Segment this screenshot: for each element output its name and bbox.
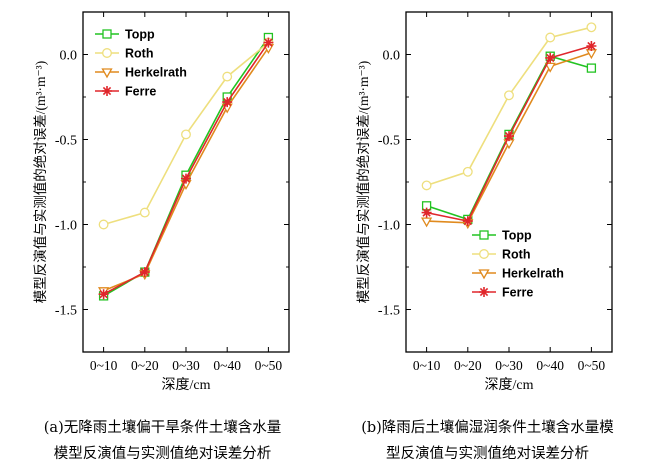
series-line xyxy=(103,42,270,295)
data-point xyxy=(586,22,597,33)
legend: Topp Roth Herkelrath Ferre xyxy=(95,28,187,99)
legend-marker xyxy=(478,269,490,280)
data-point xyxy=(586,63,597,73)
data-point xyxy=(462,166,473,177)
legend-marker xyxy=(479,287,489,297)
x-axis-label: 深度/cm xyxy=(162,377,211,393)
data-point xyxy=(545,52,556,63)
series-roth xyxy=(421,22,597,191)
chart-a: 0.0 -0.5 -1.0 -1.5 0~10 0~20 0~30 0~40 0~50 深度/cm… xyxy=(33,11,290,393)
y-axis-label: 模型反演值与实测值的绝对误差/(m³·m⁻³) xyxy=(33,61,48,303)
series-ferre xyxy=(98,37,274,300)
x-tick-label: 0~40 xyxy=(536,358,564,373)
data-point xyxy=(420,217,433,228)
y-tick-label: -1.5 xyxy=(378,304,400,319)
data-point xyxy=(222,71,233,82)
data-point xyxy=(544,62,556,73)
data-point xyxy=(139,267,150,278)
chart-b: 0.0 -0.5 -1.0 -1.5 0~10 0~20 0~30 0~40 0~50 深度/cm… xyxy=(356,11,613,393)
data-point xyxy=(181,173,191,184)
x-tick-label: 0~10 xyxy=(90,358,118,373)
series-line xyxy=(426,26,592,187)
x-tick-label: 0~20 xyxy=(131,358,159,373)
legend-label: Roth xyxy=(502,248,530,262)
data-point xyxy=(462,216,473,227)
data-point xyxy=(98,219,109,230)
data-point xyxy=(545,32,556,43)
x-tick-label: 0~40 xyxy=(213,358,241,373)
x-tick-label: 0~30 xyxy=(172,358,200,373)
x-tick-label: 0~50 xyxy=(255,358,283,373)
x-tick-label: 0~20 xyxy=(454,358,482,373)
legend-label: Herkelrath xyxy=(502,267,564,281)
x-tick-label: 0~50 xyxy=(578,358,606,373)
data-point xyxy=(421,180,432,191)
y-tick-label: -1.0 xyxy=(55,219,77,234)
y-axis-label: 模型反演值与实测值的绝对误差/(m³·m⁻³) xyxy=(356,61,371,303)
data-point xyxy=(504,131,514,142)
y-tick-label: -1.5 xyxy=(55,304,77,319)
caption-a-line-1: (a)无降雨土壤偏干旱条件土壤含水量 xyxy=(43,420,282,436)
caption-b-line-1: (b)降雨后土壤偏湿润条件土壤含水量模 xyxy=(361,420,614,436)
y-tick-label: -0.5 xyxy=(55,134,77,149)
legend-marker xyxy=(102,48,112,58)
data-point xyxy=(222,97,233,108)
data-point xyxy=(586,41,597,51)
caption-b: (b)降雨后土壤偏湿润条件土壤含水量模 型反演值与实测值绝对误差分析 xyxy=(325,415,650,467)
caption-a: (a)无降雨土壤偏干旱条件土壤含水量 模型反演值与实测值绝对误差分析 xyxy=(0,415,325,467)
legend-label: Ferre xyxy=(502,286,533,300)
y-tick-label: -1.0 xyxy=(378,219,400,234)
x-tick-label: 0~30 xyxy=(495,358,523,373)
legend-marker xyxy=(101,68,113,79)
x-axis-label: 深度/cm xyxy=(485,377,534,393)
legend-marker xyxy=(102,86,112,96)
legend-marker xyxy=(479,230,489,240)
caption-b-line-2: 型反演值与实测值绝对误差分析 xyxy=(386,446,589,462)
legend-label: Topp xyxy=(502,229,532,243)
data-point xyxy=(421,207,432,218)
data-point xyxy=(181,129,191,140)
y-tick-label: 0.0 xyxy=(60,49,78,64)
y-tick-label: -0.5 xyxy=(378,134,400,149)
legend: Topp Roth Herkelrath Ferre xyxy=(472,229,564,300)
legend-label: Ferre xyxy=(125,85,156,99)
data-point xyxy=(504,90,514,101)
legend-label: Roth xyxy=(125,47,153,61)
legend-marker xyxy=(479,249,489,259)
series-ferre xyxy=(421,41,597,227)
data-point xyxy=(263,37,274,48)
y-tick-label: 0.0 xyxy=(383,49,401,64)
series-herkelrath xyxy=(97,44,275,298)
legend-label: Herkelrath xyxy=(125,66,187,80)
x-tick-label: 0~10 xyxy=(413,358,441,373)
legend-marker xyxy=(102,29,112,39)
data-point xyxy=(139,207,150,218)
data-point xyxy=(98,289,109,300)
caption-a-line-2: 模型反演值与实测值绝对误差分析 xyxy=(53,446,272,462)
legend-label: Topp xyxy=(125,28,155,42)
